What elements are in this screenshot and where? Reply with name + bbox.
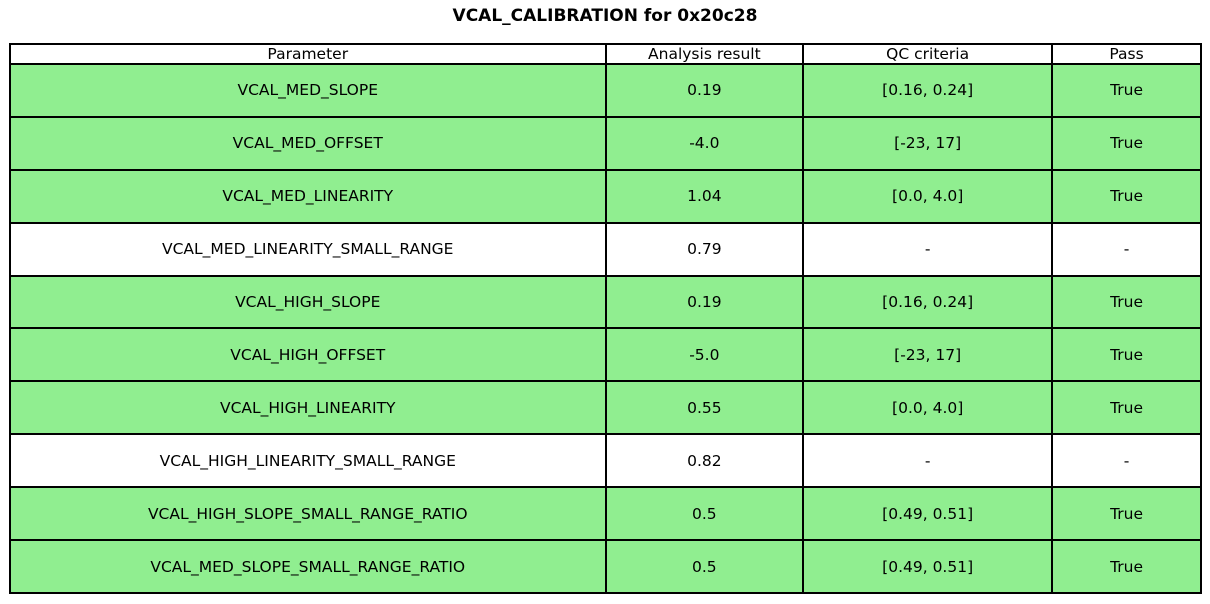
cell-parameter: VCAL_HIGH_SLOPE xyxy=(9,274,607,330)
table-row: VCAL_MED_SLOPE 0.19 [0.16, 0.24] True xyxy=(9,63,1202,118)
cell-pass: True xyxy=(1051,168,1202,224)
figure-title: VCAL_CALIBRATION for 0x20c28 xyxy=(452,6,758,26)
cell-analysis-result: 0.82 xyxy=(604,433,805,489)
cell-analysis-result: 0.5 xyxy=(604,486,805,542)
cell-pass: True xyxy=(1051,486,1202,542)
cell-parameter: VCAL_MED_OFFSET xyxy=(9,115,607,171)
cell-parameter: VCAL_HIGH_SLOPE_SMALL_RANGE_RATIO xyxy=(9,486,607,542)
cell-parameter: VCAL_MED_LINEARITY xyxy=(9,168,607,224)
table-row: VCAL_HIGH_LINEARITY_SMALL_RANGE 0.82 - - xyxy=(9,433,1202,489)
col-header-parameter: Parameter xyxy=(9,43,607,65)
cell-pass: True xyxy=(1051,327,1202,383)
cell-analysis-result: -4.0 xyxy=(604,115,805,171)
cell-pass: - xyxy=(1051,433,1202,489)
cell-pass: True xyxy=(1051,539,1202,594)
cell-parameter: VCAL_HIGH_LINEARITY_SMALL_RANGE xyxy=(9,433,607,489)
cell-pass: True xyxy=(1051,115,1202,171)
cell-analysis-result: 0.19 xyxy=(604,274,805,330)
cell-qc-criteria: [0.49, 0.51] xyxy=(802,539,1054,594)
col-header-pass: Pass xyxy=(1051,43,1202,65)
table-row: VCAL_HIGH_OFFSET -5.0 [-23, 17] True xyxy=(9,327,1202,383)
cell-pass: - xyxy=(1051,221,1202,277)
cell-qc-criteria: [0.0, 4.0] xyxy=(802,380,1054,436)
cell-qc-criteria: - xyxy=(802,433,1054,489)
cell-pass: True xyxy=(1051,380,1202,436)
header-row: Parameter Analysis result QC criteria Pa… xyxy=(9,43,1202,65)
table-row: VCAL_HIGH_SLOPE 0.19 [0.16, 0.24] True xyxy=(9,274,1202,330)
cell-analysis-result: 0.55 xyxy=(604,380,805,436)
cell-pass: True xyxy=(1051,274,1202,330)
cell-analysis-result: 0.5 xyxy=(604,539,805,594)
cell-parameter: VCAL_HIGH_OFFSET xyxy=(9,327,607,383)
table-row: VCAL_HIGH_LINEARITY 0.55 [0.0, 4.0] True xyxy=(9,380,1202,436)
table-row: VCAL_MED_LINEARITY_SMALL_RANGE 0.79 - - xyxy=(9,221,1202,277)
table-row: VCAL_MED_OFFSET -4.0 [-23, 17] True xyxy=(9,115,1202,171)
cell-qc-criteria: [0.16, 0.24] xyxy=(802,63,1054,118)
cell-analysis-result: -5.0 xyxy=(604,327,805,383)
cell-qc-criteria: [0.0, 4.0] xyxy=(802,168,1054,224)
cell-analysis-result: 1.04 xyxy=(604,168,805,224)
cell-qc-criteria: [0.16, 0.24] xyxy=(802,274,1054,330)
cell-parameter: VCAL_MED_LINEARITY_SMALL_RANGE xyxy=(9,221,607,277)
qc-table: Parameter Analysis result QC criteria Pa… xyxy=(9,43,1202,594)
cell-pass: True xyxy=(1051,63,1202,118)
cell-qc-criteria: [-23, 17] xyxy=(802,115,1054,171)
table-row: VCAL_MED_SLOPE_SMALL_RANGE_RATIO 0.5 [0.… xyxy=(9,539,1202,594)
cell-parameter: VCAL_HIGH_LINEARITY xyxy=(9,380,607,436)
cell-analysis-result: 0.19 xyxy=(604,63,805,118)
cell-parameter: VCAL_MED_SLOPE xyxy=(9,63,607,118)
col-header-qc-criteria: QC criteria xyxy=(802,43,1054,65)
table-row: VCAL_MED_LINEARITY 1.04 [0.0, 4.0] True xyxy=(9,168,1202,224)
cell-analysis-result: 0.79 xyxy=(604,221,805,277)
cell-qc-criteria: [-23, 17] xyxy=(802,327,1054,383)
col-header-analysis-result: Analysis result xyxy=(604,43,805,65)
cell-qc-criteria: - xyxy=(802,221,1054,277)
cell-qc-criteria: [0.49, 0.51] xyxy=(802,486,1054,542)
table-row: VCAL_HIGH_SLOPE_SMALL_RANGE_RATIO 0.5 [0… xyxy=(9,486,1202,542)
cell-parameter: VCAL_MED_SLOPE_SMALL_RANGE_RATIO xyxy=(9,539,607,594)
